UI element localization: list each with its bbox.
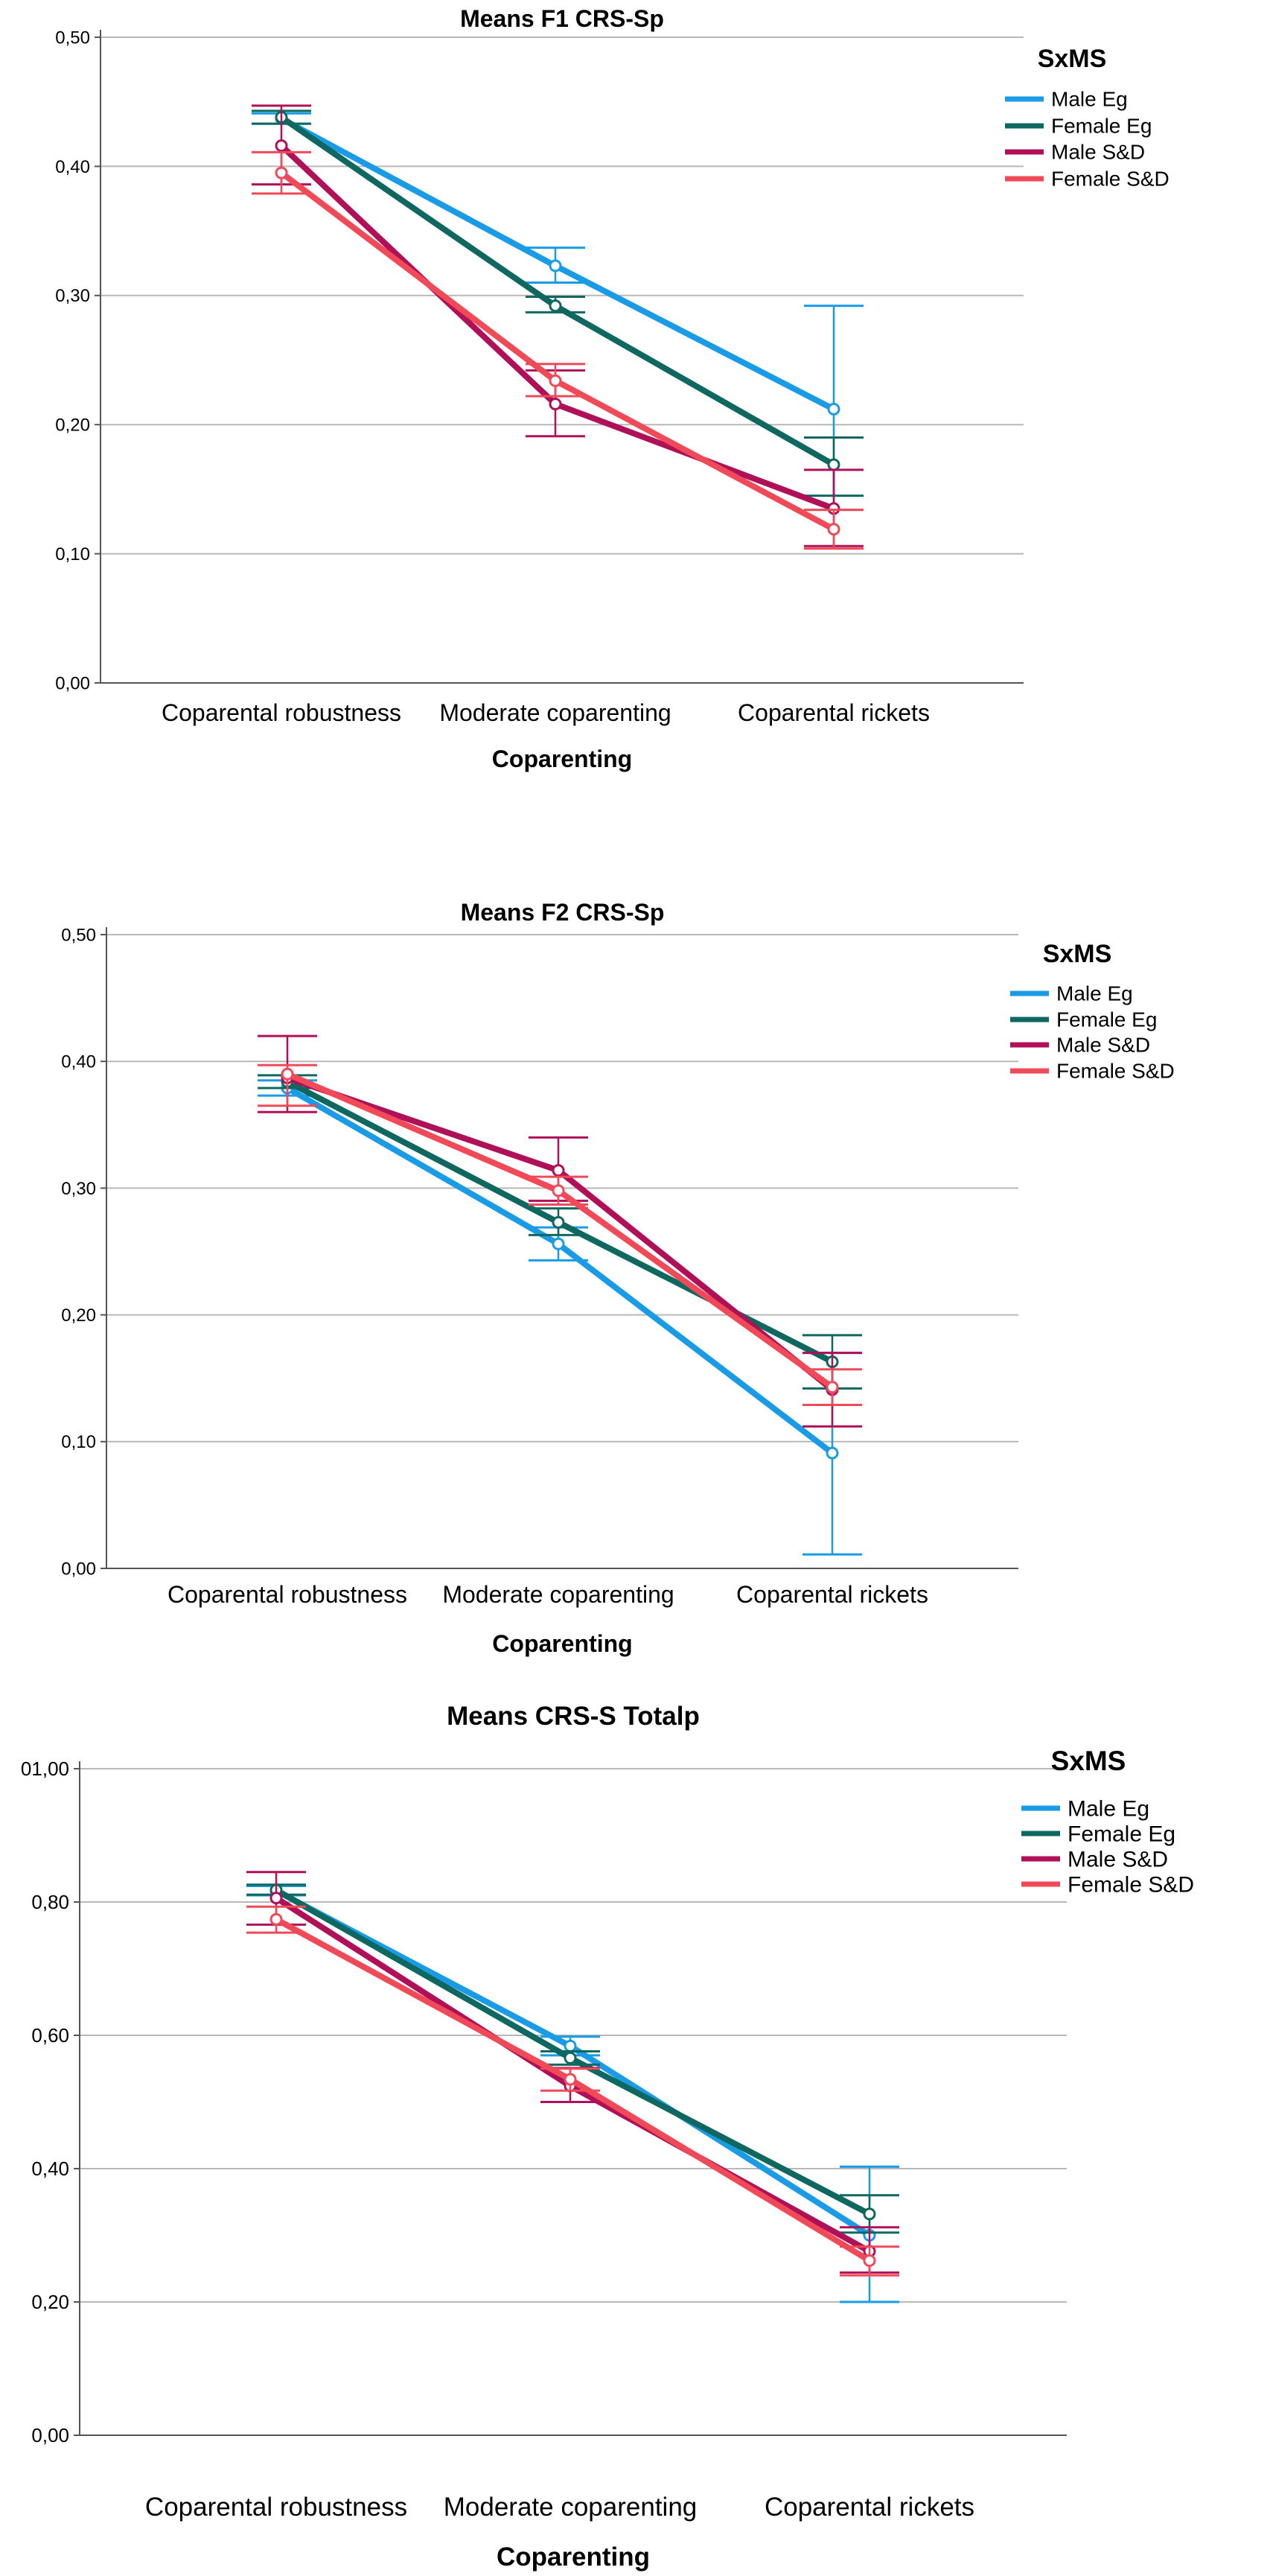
x-tick-label: Coparental robustness	[162, 699, 401, 726]
legend: SxMS Male Eg Female Eg Male S&D Female S&D	[1005, 45, 1170, 191]
data-point	[275, 166, 288, 179]
data-point	[269, 1892, 283, 1905]
data-point	[826, 1381, 839, 1394]
y-tick-label: 0,40	[55, 157, 90, 177]
data-point	[552, 1237, 565, 1250]
x-axis-label: Coparenting	[492, 1630, 632, 1657]
legend-label: Male Eg	[1056, 982, 1133, 1005]
series-male-s-d	[258, 1034, 862, 1428]
series-line	[284, 1084, 835, 1457]
data-point	[552, 1184, 565, 1198]
series-line	[278, 114, 837, 468]
data-point	[827, 402, 840, 416]
x-tick-label: Coparental rickets	[738, 699, 930, 726]
series-male-eg	[258, 1079, 862, 1556]
y-tick-label: 0,20	[61, 1306, 96, 1326]
y-tick-label: 0,10	[55, 544, 90, 565]
legend-label: Female Eg	[1051, 115, 1152, 138]
legend-title: SxMS	[1038, 45, 1107, 73]
chart-title: Means F1 CRS-Sp	[460, 5, 664, 32]
data-point	[269, 1912, 283, 1926]
x-tick-label: Coparental robustness	[145, 2493, 407, 2522]
data-point	[863, 2207, 876, 2221]
series-female-eg	[252, 109, 864, 497]
data-point	[275, 139, 288, 153]
legend-label: Male S&D	[1056, 1034, 1150, 1057]
y-tick-label: 0,00	[61, 1559, 96, 1579]
x-tick-label: Moderate coparenting	[444, 2493, 698, 2522]
legend-label: Male S&D	[1051, 141, 1145, 164]
legend-label: Female Eg	[1056, 1008, 1157, 1031]
legend-title: SxMS	[1051, 1746, 1126, 1776]
chart-1: Means F1 CRS-Sp 0,00 0,10 0,20 0,30 0,40 0,50 C…	[55, 5, 1169, 772]
legend-label: Male Eg	[1051, 88, 1128, 111]
x-axis-label: Coparenting	[492, 745, 632, 772]
legend-label: Male Eg	[1068, 1796, 1149, 1821]
y-tick-label: 0,50	[61, 925, 96, 945]
y-tick-label: 0,40	[31, 2157, 69, 2180]
x-axis-label: Coparenting	[497, 2542, 650, 2572]
series-female-s-d	[252, 150, 864, 550]
legend-title: SxMS	[1043, 940, 1112, 968]
data-point	[281, 1067, 294, 1081]
data-point	[827, 523, 840, 536]
data-point	[863, 2254, 876, 2268]
y-tick-label: 0,40	[61, 1052, 96, 1072]
y-tick-label: 01,00	[21, 1758, 69, 1780]
data-point	[564, 2039, 577, 2052]
data-point	[549, 397, 562, 410]
data-point	[564, 2073, 577, 2086]
series-male-s-d	[252, 104, 864, 547]
legend: SxMS Male Eg Female Eg Male S&D Female S&D	[1010, 940, 1175, 1083]
x-tick-label: Coparental robustness	[167, 1581, 407, 1608]
x-tick-label: Coparental rickets	[765, 2493, 974, 2522]
chart-title: Means CRS-S Totalp	[447, 1702, 700, 1731]
x-tick-label: Moderate coparenting	[439, 699, 671, 726]
chart-2: Means F2 CRS-Sp 0,00 0,10 0,20 0,30 0,40 0,50 C…	[61, 899, 1174, 1657]
series-female-s-d	[246, 1905, 899, 2277]
x-tick-label: Moderate coparenting	[442, 1581, 674, 1608]
chart-title: Means F2 CRS-Sp	[461, 899, 665, 926]
legend-label: Male S&D	[1068, 1847, 1168, 1871]
data-point	[552, 1164, 565, 1177]
legend-label: Female S&D	[1068, 1872, 1194, 1897]
y-tick-label: 0,20	[55, 416, 90, 436]
chart-3: Means CRS-S Totalp 0,00 0,20 0,40 0,60 0,80 01…	[21, 1702, 1194, 2572]
data-point	[564, 2051, 577, 2064]
legend-label: Female S&D	[1051, 168, 1170, 191]
y-tick-label: 0,00	[55, 673, 90, 693]
y-tick-label: 0,30	[61, 1179, 96, 1199]
x-tick-label: Coparental rickets	[736, 1581, 928, 1608]
y-tick-label: 0,00	[31, 2424, 69, 2446]
legend-label: Female Eg	[1068, 1822, 1175, 1846]
y-tick-label: 0,80	[31, 1891, 69, 1913]
data-point	[827, 458, 840, 471]
y-tick-label: 0,60	[31, 2024, 69, 2047]
series-male-eg	[246, 1884, 899, 2303]
y-tick-label: 0,20	[31, 2291, 69, 2313]
data-point	[826, 1446, 839, 1460]
data-point	[552, 1215, 565, 1229]
y-tick-label: 0,10	[61, 1432, 96, 1452]
data-point	[549, 374, 562, 387]
y-tick-label: 0,50	[55, 28, 90, 48]
data-point	[549, 259, 562, 273]
series-line	[278, 142, 837, 512]
data-point	[549, 299, 562, 313]
series-female-eg	[246, 1883, 899, 2234]
series-female-s-d	[258, 1063, 862, 1406]
legend-label: Female S&D	[1056, 1060, 1175, 1083]
y-tick-label: 0,30	[55, 286, 90, 306]
